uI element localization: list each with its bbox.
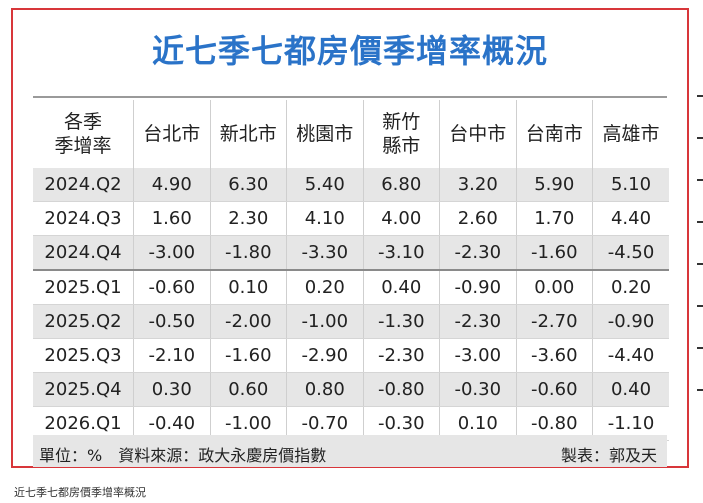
table-footer: 單位：% 資料來源：政大永慶房價指數 製表：郭及天 (33, 435, 667, 467)
table-row: 2024.Q4 -3.00 -1.80 -3.30 -3.10 -2.30 -1.60 -4.… (33, 235, 669, 271)
value-cell: 0.60 (209, 372, 287, 407)
value-cell: -3.00 (439, 338, 516, 373)
city-header: 新竹 縣市 (362, 100, 440, 168)
value-cell: -0.60 (133, 270, 210, 305)
value-cell: -3.30 (286, 235, 363, 271)
value-cell: -0.90 (592, 304, 669, 339)
value-cell: -1.00 (286, 304, 363, 339)
value-cell: 6.30 (209, 168, 287, 202)
value-cell: -2.90 (286, 338, 363, 373)
table-row: 2025.Q4 0.30 0.60 0.80 -0.80 -0.30 -0.60 0.40 (33, 372, 669, 407)
value-cell: -2.30 (439, 304, 516, 339)
value-cell: -1.80 (209, 235, 287, 271)
source-note: 單位：% 資料來源：政大永慶房價指數 (39, 446, 327, 465)
table-row: 2025.Q2 -0.50 -2.00 -1.00 -1.30 -2.30 -2.70 -0.… (33, 304, 669, 339)
period-cell: 2024.Q3 (33, 201, 134, 236)
value-cell: -1.30 (362, 304, 440, 339)
city-header: 高雄市 (592, 100, 669, 168)
value-cell: -2.70 (515, 304, 593, 339)
value-cell: -2.30 (362, 338, 440, 373)
value-cell: -4.40 (592, 338, 669, 373)
period-cell: 2024.Q2 (33, 168, 134, 202)
value-cell: -1.60 (515, 235, 593, 271)
value-cell: 4.90 (133, 168, 210, 202)
value-cell: 5.40 (286, 168, 363, 202)
value-cell: 0.20 (286, 270, 363, 305)
city-header: 台南市 (515, 100, 593, 168)
city-header: 桃園市 (286, 100, 363, 168)
value-cell: 0.40 (362, 270, 440, 305)
value-cell: -3.10 (362, 235, 440, 271)
period-cell: 2025.Q1 (33, 270, 134, 305)
city-header: 台中市 (439, 100, 516, 168)
value-cell: 1.60 (133, 201, 210, 236)
value-cell: 6.80 (362, 168, 440, 202)
period-cell: 2025.Q4 (33, 372, 134, 407)
value-cell: 2.30 (209, 201, 287, 236)
value-cell: 0.40 (592, 372, 669, 407)
table-row: 2025.Q3 -2.10 -1.60 -2.90 -2.30 -3.00 -3.60 -4.… (33, 338, 669, 373)
page-edge-marks (697, 95, 703, 431)
value-cell: 3.20 (439, 168, 516, 202)
value-cell: -2.10 (133, 338, 210, 373)
value-cell: 0.80 (286, 372, 363, 407)
period-cell: 2025.Q3 (33, 338, 134, 373)
value-cell: -1.60 (209, 338, 287, 373)
table-header-row: 各季 季增率 台北市 新北市 桃園市 新竹 縣市 台中市 台南市 高雄市 (33, 100, 669, 168)
infographic-title: 近七季七都房價季增率概況 (151, 32, 548, 70)
value-cell: -0.30 (439, 372, 516, 407)
value-cell: -0.80 (362, 372, 440, 407)
value-cell: -0.50 (133, 304, 210, 339)
image-caption: 近七季七都房價季增率概況 (14, 486, 146, 499)
period-cell: 2024.Q4 (33, 235, 134, 271)
table-row: 2025.Q1 -0.60 0.10 0.20 0.40 -0.90 0.00 0.20 (33, 270, 669, 305)
city-header: 新北市 (209, 100, 287, 168)
value-cell: -2.00 (209, 304, 287, 339)
value-cell: 0.00 (515, 270, 593, 305)
table-row: 2024.Q3 1.60 2.30 4.10 4.00 2.60 1.70 4.40 (33, 201, 669, 236)
author-credit: 製表：郭及天 (560, 446, 657, 465)
value-cell: -3.60 (515, 338, 593, 373)
period-cell: 2025.Q2 (33, 304, 134, 339)
value-cell: 0.30 (133, 372, 210, 407)
value-cell: -0.90 (439, 270, 516, 305)
value-cell: 4.40 (592, 201, 669, 236)
table-body: 2024.Q2 4.90 6.30 5.40 6.80 3.20 5.90 5.10 2024.… (33, 168, 669, 441)
growth-rate-table: 各季 季增率 台北市 新北市 桃園市 新竹 縣市 台中市 台南市 高雄市 2024.… (33, 100, 669, 441)
value-cell: 4.10 (286, 201, 363, 236)
header-divider (33, 96, 667, 98)
value-cell: -4.50 (592, 235, 669, 271)
value-cell: 5.90 (515, 168, 593, 202)
value-cell: 0.20 (592, 270, 669, 305)
corner-header-text: 各季 季增率 (54, 111, 112, 157)
value-cell: -0.60 (515, 372, 593, 407)
value-cell: -3.00 (133, 235, 210, 271)
city-header: 台北市 (133, 100, 210, 168)
value-cell: 5.10 (592, 168, 669, 202)
value-cell: 4.00 (362, 201, 440, 236)
value-cell: -2.30 (439, 235, 516, 271)
value-cell: 0.10 (209, 270, 287, 305)
table-row: 2024.Q2 4.90 6.30 5.40 6.80 3.20 5.90 5.10 (33, 168, 669, 202)
corner-header: 各季 季增率 (33, 100, 134, 168)
infographic-frame: 近七季七都房價季增率概況 各季 季增率 台北市 新北市 桃園市 新竹 縣市 台中市 … (11, 8, 689, 468)
value-cell: 1.70 (515, 201, 593, 236)
value-cell: 2.60 (439, 201, 516, 236)
